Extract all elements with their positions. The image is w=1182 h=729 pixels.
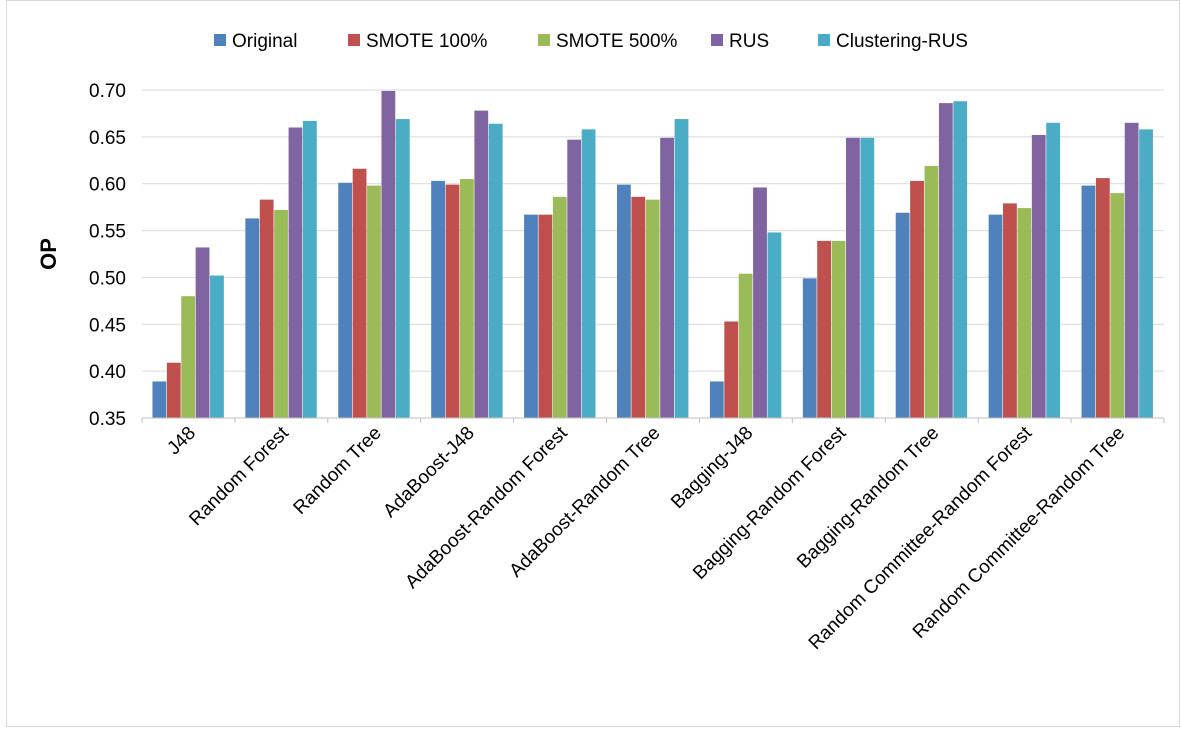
legend-label: Original	[232, 31, 297, 52]
bar-clustering-rus	[674, 119, 689, 419]
legend-swatch	[214, 34, 226, 46]
legend-label: SMOTE 100%	[366, 31, 488, 52]
bar-clustering-rus	[395, 119, 410, 419]
y-tick-label: 0.55	[89, 222, 126, 243]
bar-rus	[195, 247, 210, 418]
x-category-label: Random Tree	[290, 423, 386, 519]
bar-rus	[753, 187, 767, 418]
bar-original	[524, 214, 538, 418]
bar-rus	[288, 127, 303, 418]
bar-smote-100-	[724, 321, 739, 418]
bar-smote-500-	[645, 199, 660, 418]
legend-swatch	[818, 34, 830, 46]
y-tick-label: 0.35	[89, 409, 126, 430]
bar-original	[431, 180, 445, 418]
bar-smote-500-	[459, 179, 474, 418]
x-category-label: Bagging-Random Forest	[689, 422, 851, 584]
bar-clustering-rus	[767, 232, 782, 418]
bar-clustering-rus	[210, 275, 224, 418]
legend-label: RUS	[729, 31, 769, 52]
bar-clustering-rus	[1046, 122, 1061, 419]
bar-smote-100-	[817, 240, 832, 418]
bars	[152, 90, 1153, 419]
x-category-label: J48	[163, 423, 200, 460]
bar-smote-100-	[1003, 203, 1017, 418]
x-category-label: AdaBoost-J48	[379, 423, 478, 522]
bar-original	[245, 218, 260, 418]
bar-smote-500-	[924, 165, 939, 418]
bar-clustering-rus	[1139, 129, 1153, 419]
x-category-label: AdaBoost-Random Tree	[506, 423, 665, 582]
bar-original	[895, 212, 910, 418]
bar-original	[1081, 185, 1096, 418]
bar-smote-500-	[552, 196, 567, 418]
bar-rus	[1124, 122, 1139, 419]
y-tick-label: 0.40	[89, 362, 126, 383]
legend-swatch	[348, 34, 360, 46]
y-tick-label: 0.50	[89, 268, 126, 289]
x-category-label: Bagging-J48	[667, 423, 757, 513]
bar-smote-500-	[1110, 193, 1125, 418]
bar-original	[617, 184, 631, 418]
y-tick-label: 0.60	[89, 175, 126, 196]
bar-rus	[660, 137, 674, 418]
bar-smote-500-	[181, 296, 196, 418]
bar-smote-100-	[631, 196, 646, 418]
bar-clustering-rus	[860, 137, 875, 418]
bar-clustering-rus	[302, 120, 317, 418]
bar-smote-500-	[1017, 208, 1032, 418]
y-tick-label: 0.70	[89, 81, 126, 102]
y-tick-label: 0.65	[89, 128, 126, 149]
bar-smote-100-	[259, 199, 274, 418]
bar-original	[802, 278, 817, 418]
bar-rus	[567, 139, 582, 418]
bar-rus	[846, 137, 860, 418]
bar-smote-100-	[445, 184, 460, 418]
bar-original	[338, 182, 353, 418]
bar-smote-500-	[831, 240, 846, 418]
x-category-label: Random Forest	[185, 422, 293, 530]
bar-original	[152, 381, 167, 418]
bar-rus	[1031, 134, 1046, 419]
bar-smote-100-	[910, 180, 924, 418]
x-category-label: Random Committee-Random Tree	[909, 423, 1129, 643]
legend-label: SMOTE 500%	[556, 31, 678, 52]
bar-clustering-rus	[488, 123, 503, 418]
x-category-label: AdaBoost-Random Forest	[401, 422, 572, 593]
bar-smote-500-	[367, 185, 381, 418]
legend-swatch	[711, 34, 723, 46]
bar-smote-500-	[274, 209, 288, 418]
bar-clustering-rus	[953, 101, 968, 418]
bar-original	[988, 214, 1003, 418]
legend-swatch	[538, 34, 550, 46]
legend: Original SMOTE 100% SMOTE 500% RUS Clusterin…	[214, 31, 968, 52]
bar-smote-500-	[738, 273, 753, 418]
bar-rus	[381, 90, 396, 419]
bar-original	[709, 381, 724, 418]
legend-label: Clustering-RUS	[836, 31, 968, 52]
bar-rus	[938, 103, 953, 419]
bar-smote-100-	[166, 362, 181, 418]
bar-smote-100-	[1095, 178, 1110, 418]
bar-smote-100-	[538, 214, 553, 418]
bar-smote-100-	[352, 168, 367, 418]
y-tick-label: 0.45	[89, 315, 126, 336]
y-axis-title: OP	[36, 238, 61, 270]
bar-clustering-rus	[581, 129, 596, 419]
bar-rus	[474, 110, 489, 419]
